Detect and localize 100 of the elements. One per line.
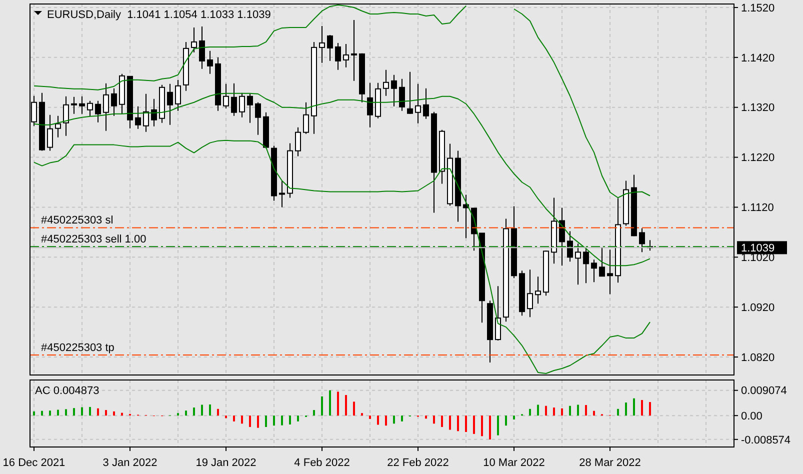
bar — [633, 398, 635, 416]
bar — [121, 412, 123, 416]
candlestick — [111, 88, 117, 116]
candlestick — [343, 43, 349, 68]
candlestick — [223, 83, 229, 109]
candlestick — [415, 83, 421, 124]
bar — [41, 410, 43, 416]
bar — [225, 416, 227, 418]
x-tick-label: 28 Mar 2022 — [579, 457, 641, 469]
candlestick — [79, 96, 85, 114]
candlestick — [591, 259, 597, 283]
candlestick — [143, 93, 149, 132]
bar — [113, 411, 115, 416]
bar — [393, 416, 395, 424]
bar — [441, 416, 443, 427]
bar — [185, 410, 187, 416]
candlestick — [47, 114, 53, 152]
bar — [177, 413, 179, 416]
candlestick — [583, 246, 589, 284]
bar — [425, 416, 427, 419]
x-tick-label: 4 Feb 2022 — [294, 457, 350, 469]
candlestick — [399, 78, 405, 112]
bar — [217, 408, 219, 416]
candlestick — [639, 228, 645, 253]
x-tick-label: 16 Dec 2021 — [2, 457, 66, 469]
bar — [233, 416, 235, 422]
y-tick-label: -0.008574 — [741, 434, 791, 446]
y-tick-label: 1.1320 — [741, 102, 775, 114]
bar — [553, 408, 555, 416]
candlestick — [71, 96, 77, 114]
bar — [73, 408, 75, 416]
bar — [465, 416, 467, 432]
y-tick-label: 1.0920 — [741, 302, 775, 314]
bar — [249, 416, 251, 427]
bar — [257, 416, 259, 428]
candlestick — [167, 83, 173, 126]
bar — [337, 392, 339, 416]
y-tick-label: 0.009074 — [741, 385, 787, 398]
candlestick — [207, 50, 213, 74]
bar — [289, 416, 291, 424]
candlestick — [391, 74, 397, 107]
bar — [273, 416, 275, 426]
bar — [433, 416, 435, 424]
candlestick — [423, 88, 429, 120]
ref-line-label: #450225303 sl — [41, 214, 114, 227]
bar — [577, 404, 579, 416]
candlestick — [191, 26, 197, 53]
bar — [513, 416, 515, 420]
bar — [497, 416, 499, 436]
bar — [361, 413, 363, 416]
candlestick — [535, 276, 541, 304]
bar — [281, 416, 283, 426]
candlestick — [367, 82, 373, 128]
candlestick — [319, 25, 325, 64]
bar — [569, 406, 571, 416]
bar — [313, 410, 315, 416]
candlestick — [247, 93, 253, 124]
candlestick — [199, 26, 205, 70]
chart-title: AC 0.004873 — [35, 385, 100, 397]
candlestick — [599, 246, 605, 277]
bar — [489, 416, 491, 440]
candlestick — [559, 207, 565, 266]
bar — [529, 408, 531, 416]
candlestick — [351, 19, 357, 82]
bar — [297, 416, 299, 422]
candlestick — [279, 180, 285, 208]
bar — [641, 400, 643, 416]
bar — [57, 410, 59, 416]
bar — [65, 409, 67, 416]
ref-line-label: #450225303 sell 1.00 — [41, 234, 146, 246]
bar — [81, 407, 83, 416]
bar — [49, 410, 51, 416]
bar — [561, 408, 563, 416]
bar — [625, 402, 627, 416]
candlestick — [175, 79, 181, 112]
candlestick — [335, 42, 341, 70]
bar — [473, 416, 475, 434]
candlestick — [151, 98, 157, 127]
candlestick — [103, 82, 109, 132]
candlestick — [239, 92, 245, 118]
bar — [505, 416, 507, 426]
candlestick — [607, 249, 613, 295]
bar — [201, 404, 203, 416]
bar — [353, 402, 355, 416]
candlestick — [255, 102, 261, 136]
bar — [97, 408, 99, 416]
bar — [105, 410, 107, 416]
bar — [401, 416, 403, 422]
candlestick — [383, 69, 389, 96]
bar — [241, 416, 243, 424]
ref-line-label: 1.1039 — [741, 242, 775, 255]
candlestick — [63, 96, 69, 136]
y-tick-label: 1.0820 — [741, 352, 775, 364]
bar — [89, 406, 91, 416]
x-tick-label: 19 Jan 2022 — [196, 457, 256, 469]
bar — [457, 416, 459, 432]
x-tick-label: 22 Feb 2022 — [387, 457, 449, 469]
candlestick — [303, 102, 309, 134]
candlestick — [567, 230, 573, 262]
bar — [369, 416, 371, 419]
